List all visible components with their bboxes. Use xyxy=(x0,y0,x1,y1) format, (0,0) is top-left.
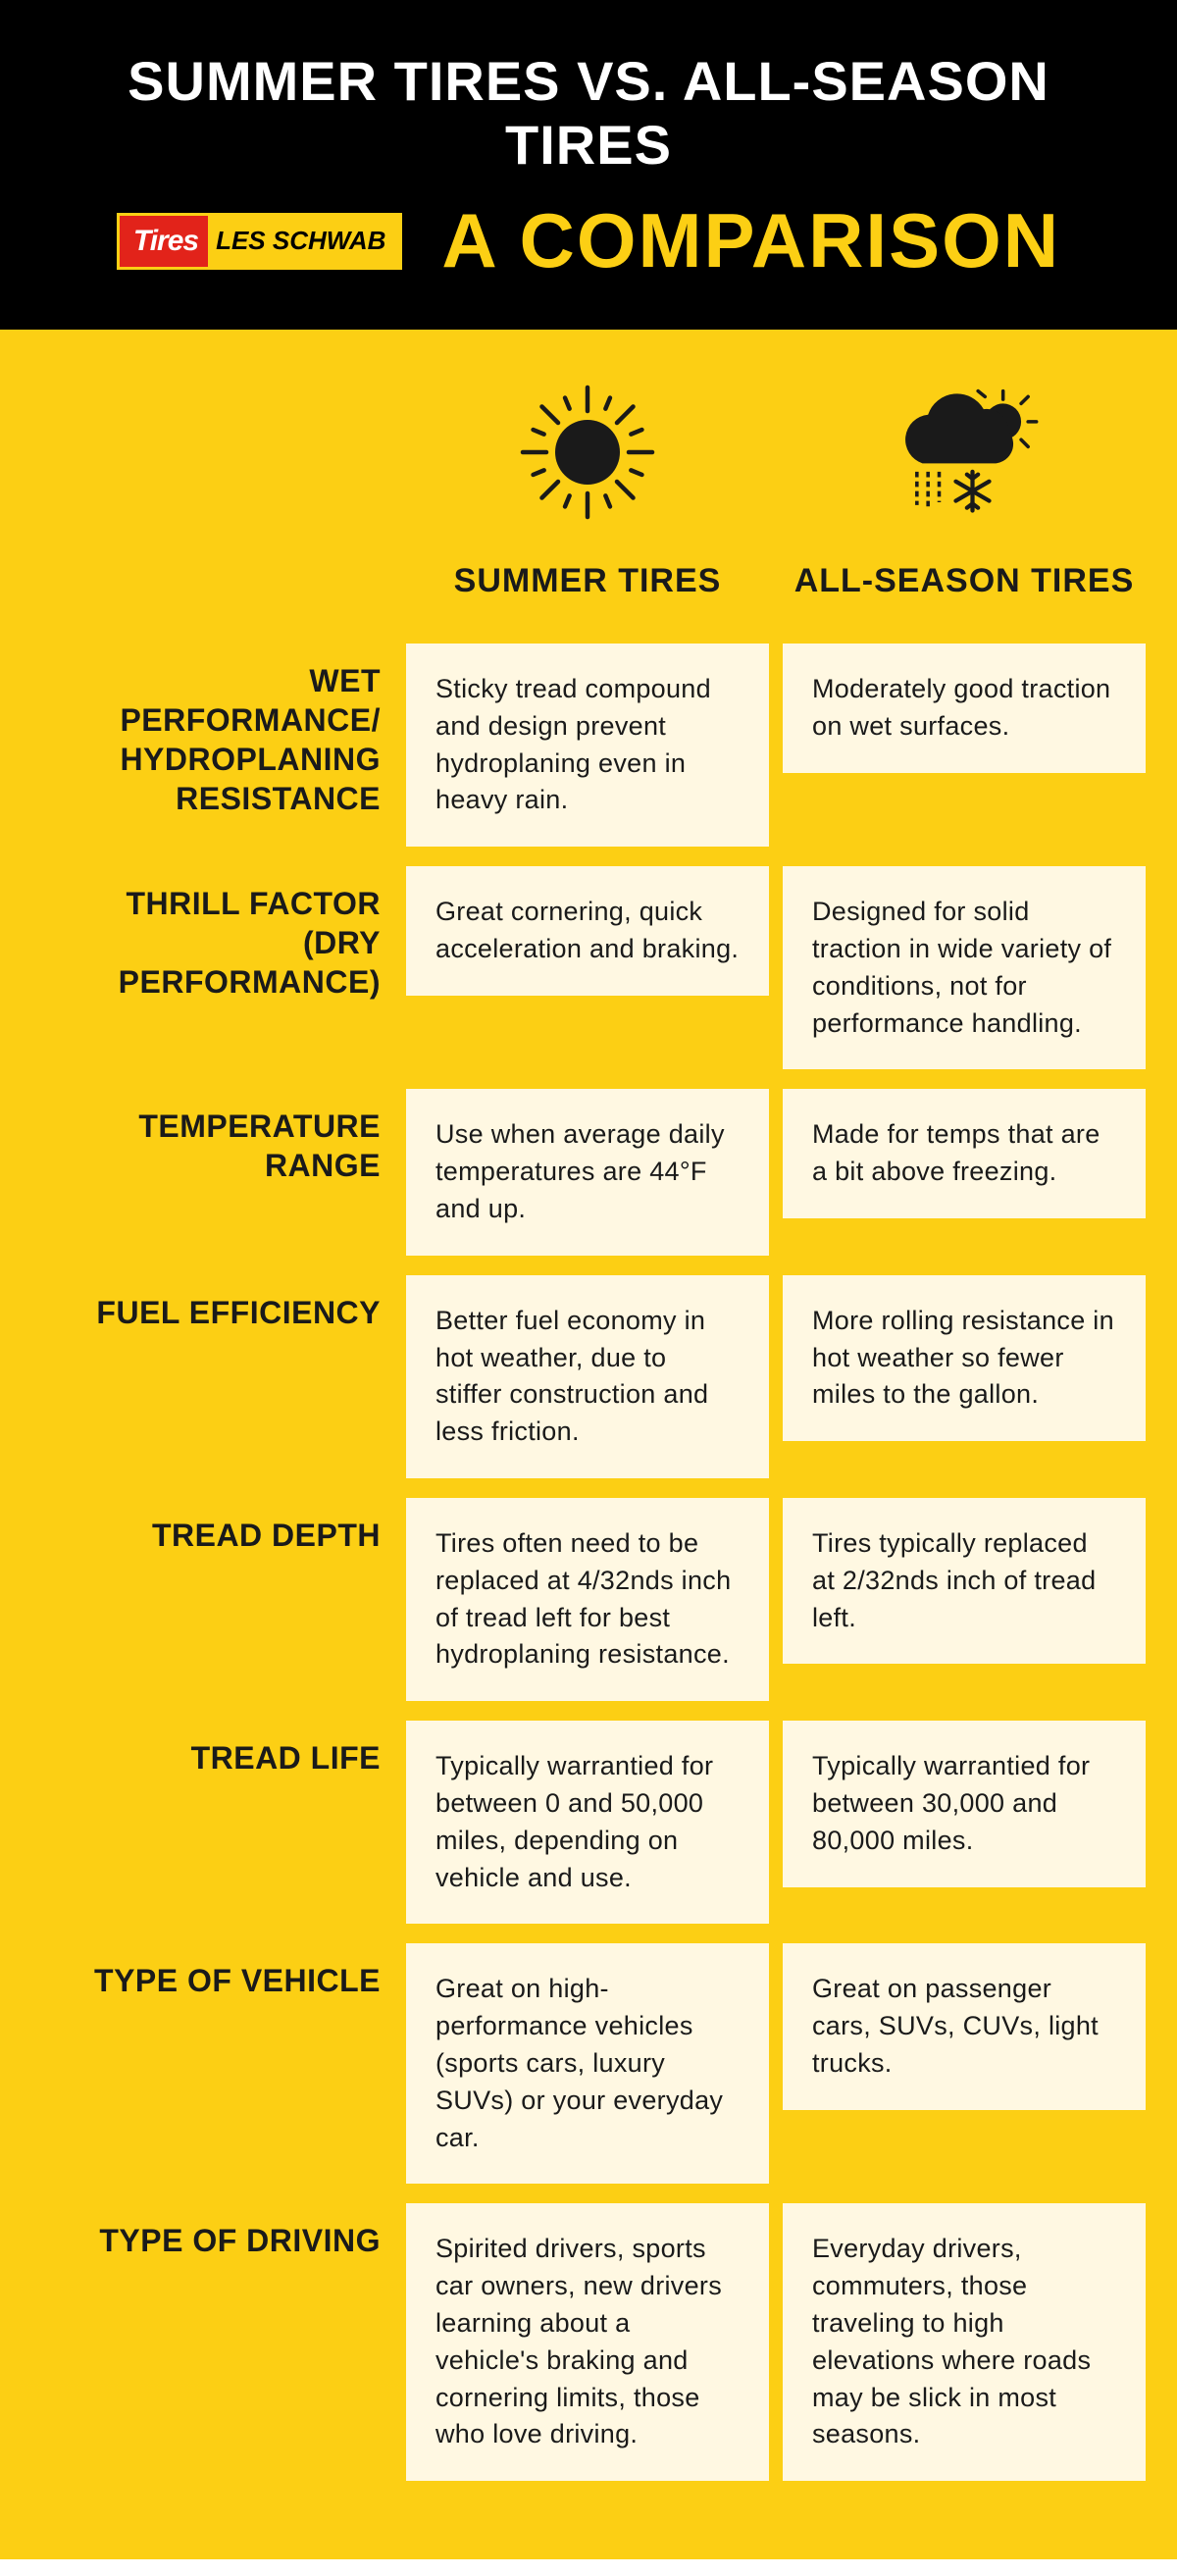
row-label: TREAD LIFE xyxy=(59,1721,392,1777)
brand-logo: Tires LES SCHWAB xyxy=(117,213,403,270)
cell-summer: Typically warrantied for between 0 and 5… xyxy=(406,1721,769,1924)
header-subtitle: A COMPARISON xyxy=(441,196,1060,285)
cell-allseason: Great on passenger cars, SUVs, CUVs, lig… xyxy=(783,1943,1146,2109)
cell-summer: Sticky tread compound and design prevent… xyxy=(406,644,769,847)
cell-allseason: Everyday drivers, commuters, those trave… xyxy=(783,2203,1146,2481)
comparison-grid: SUMMER TIRES ALL-SEASON TIRES WET PERFOR… xyxy=(59,379,1118,2481)
logo-left-text: Tires xyxy=(120,216,208,267)
cell-summer: Better fuel economy in hot weather, due … xyxy=(406,1275,769,1478)
cell-allseason: Moderately good traction on wet surfaces… xyxy=(783,644,1146,773)
cell-allseason: Designed for solid traction in wide vari… xyxy=(783,866,1146,1069)
row-label: TEMPERATURE RANGE xyxy=(59,1089,392,1185)
sun-icon xyxy=(514,379,661,531)
cloud-sun-snow-icon xyxy=(881,379,1048,531)
row-label: WET PERFORMANCE/ HYDROPLANING RESISTANCE xyxy=(59,644,392,818)
cell-summer: Spirited drivers, sports car owners, new… xyxy=(406,2203,769,2481)
comparison-body: SUMMER TIRES ALL-SEASON TIRES WET PERFOR… xyxy=(0,330,1177,2559)
allseason-icon-cell xyxy=(783,379,1146,531)
cell-allseason: Tires typically replaced at 2/32nds inch… xyxy=(783,1498,1146,1664)
cell-allseason: More rolling resistance in hot weather s… xyxy=(783,1275,1146,1441)
cell-allseason: Made for temps that are a bit above free… xyxy=(783,1089,1146,1218)
row-label: FUEL EFFICIENCY xyxy=(59,1275,392,1332)
cell-summer: Use when average daily temperatures are … xyxy=(406,1089,769,1255)
row-label: TYPE OF VEHICLE xyxy=(59,1943,392,2000)
row-label: TYPE OF DRIVING xyxy=(59,2203,392,2260)
column-header-summer: SUMMER TIRES xyxy=(406,550,769,624)
row-label: THRILL FACTOR (DRY PERFORMANCE) xyxy=(59,866,392,1002)
cell-summer: Tires often need to be replaced at 4/32n… xyxy=(406,1498,769,1701)
tire-comparison-infographic: SUMMER TIRES VS. ALL-SEASON TIRES Tires … xyxy=(0,0,1177,2559)
cell-allseason: Typically warrantied for between 30,000 … xyxy=(783,1721,1146,1886)
column-header-allseason: ALL-SEASON TIRES xyxy=(783,550,1146,624)
header-title: SUMMER TIRES VS. ALL-SEASON TIRES xyxy=(59,49,1118,177)
cell-summer: Great cornering, quick acceleration and … xyxy=(406,866,769,996)
cell-summer: Great on high-performance vehicles (spor… xyxy=(406,1943,769,2184)
header-row2: Tires LES SCHWAB A COMPARISON xyxy=(59,196,1118,285)
header: SUMMER TIRES VS. ALL-SEASON TIRES Tires … xyxy=(0,0,1177,330)
logo-right-text: LES SCHWAB xyxy=(208,216,399,267)
row-label: TREAD DEPTH xyxy=(59,1498,392,1555)
summer-icon-cell xyxy=(406,379,769,531)
